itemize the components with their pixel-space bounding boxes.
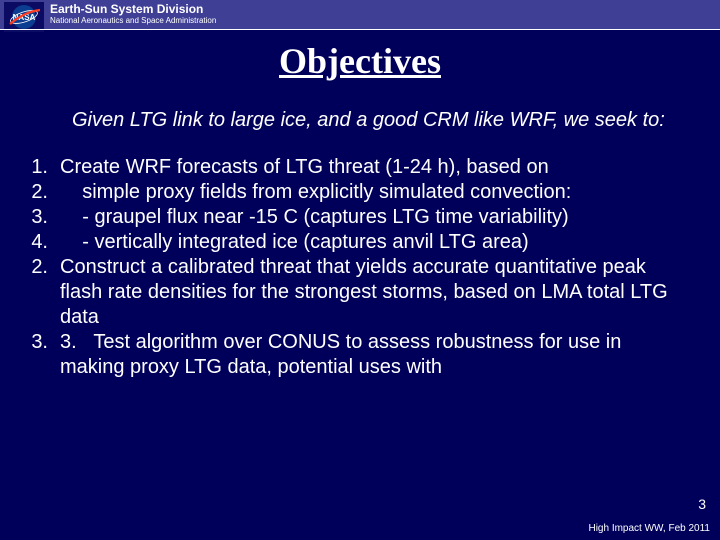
list-number: 4. (20, 230, 60, 255)
division-subtitle: National Aeronautics and Space Administr… (50, 16, 216, 26)
division-title: Earth-Sun System Division (50, 2, 216, 16)
list-number: 2. (20, 255, 60, 330)
objectives-list: 1. Create WRF forecasts of LTG threat (1… (0, 155, 720, 380)
header-bar: NASA Earth-Sun System Division National … (0, 0, 720, 30)
list-text: simple proxy fields from explicitly simu… (60, 180, 700, 205)
list-number: 2. (20, 180, 60, 205)
list-item: 3. - graupel flux near -15 C (captures L… (20, 205, 700, 230)
list-item: 3. 3. Test algorithm over CONUS to asses… (20, 330, 700, 380)
header-underline (0, 29, 720, 30)
list-text: - vertically integrated ice (captures an… (60, 230, 700, 255)
intro-text: Given LTG link to large ice, and a good … (0, 108, 720, 133)
list-text: 3. Test algorithm over CONUS to assess r… (60, 330, 700, 380)
footer-right: High Impact WW, Feb 2011 (588, 523, 710, 534)
list-number: 3. (20, 330, 60, 380)
list-number: 1. (20, 155, 60, 180)
list-item: 1. Create WRF forecasts of LTG threat (1… (20, 155, 700, 180)
list-item: 2. Construct a calibrated threat that yi… (20, 255, 700, 330)
list-text: Construct a calibrated threat that yield… (60, 255, 700, 330)
nasa-logo-icon: NASA (4, 2, 44, 32)
page-title: Objectives (0, 40, 720, 82)
page-number: 3 (698, 496, 706, 512)
list-item: 2. simple proxy fields from explicitly s… (20, 180, 700, 205)
list-text: - graupel flux near -15 C (captures LTG … (60, 205, 700, 230)
list-number: 3. (20, 205, 60, 230)
list-text: Create WRF forecasts of LTG threat (1-24… (60, 155, 700, 180)
header-text: Earth-Sun System Division National Aeron… (50, 2, 216, 27)
list-item: 4. - vertically integrated ice (captures… (20, 230, 700, 255)
